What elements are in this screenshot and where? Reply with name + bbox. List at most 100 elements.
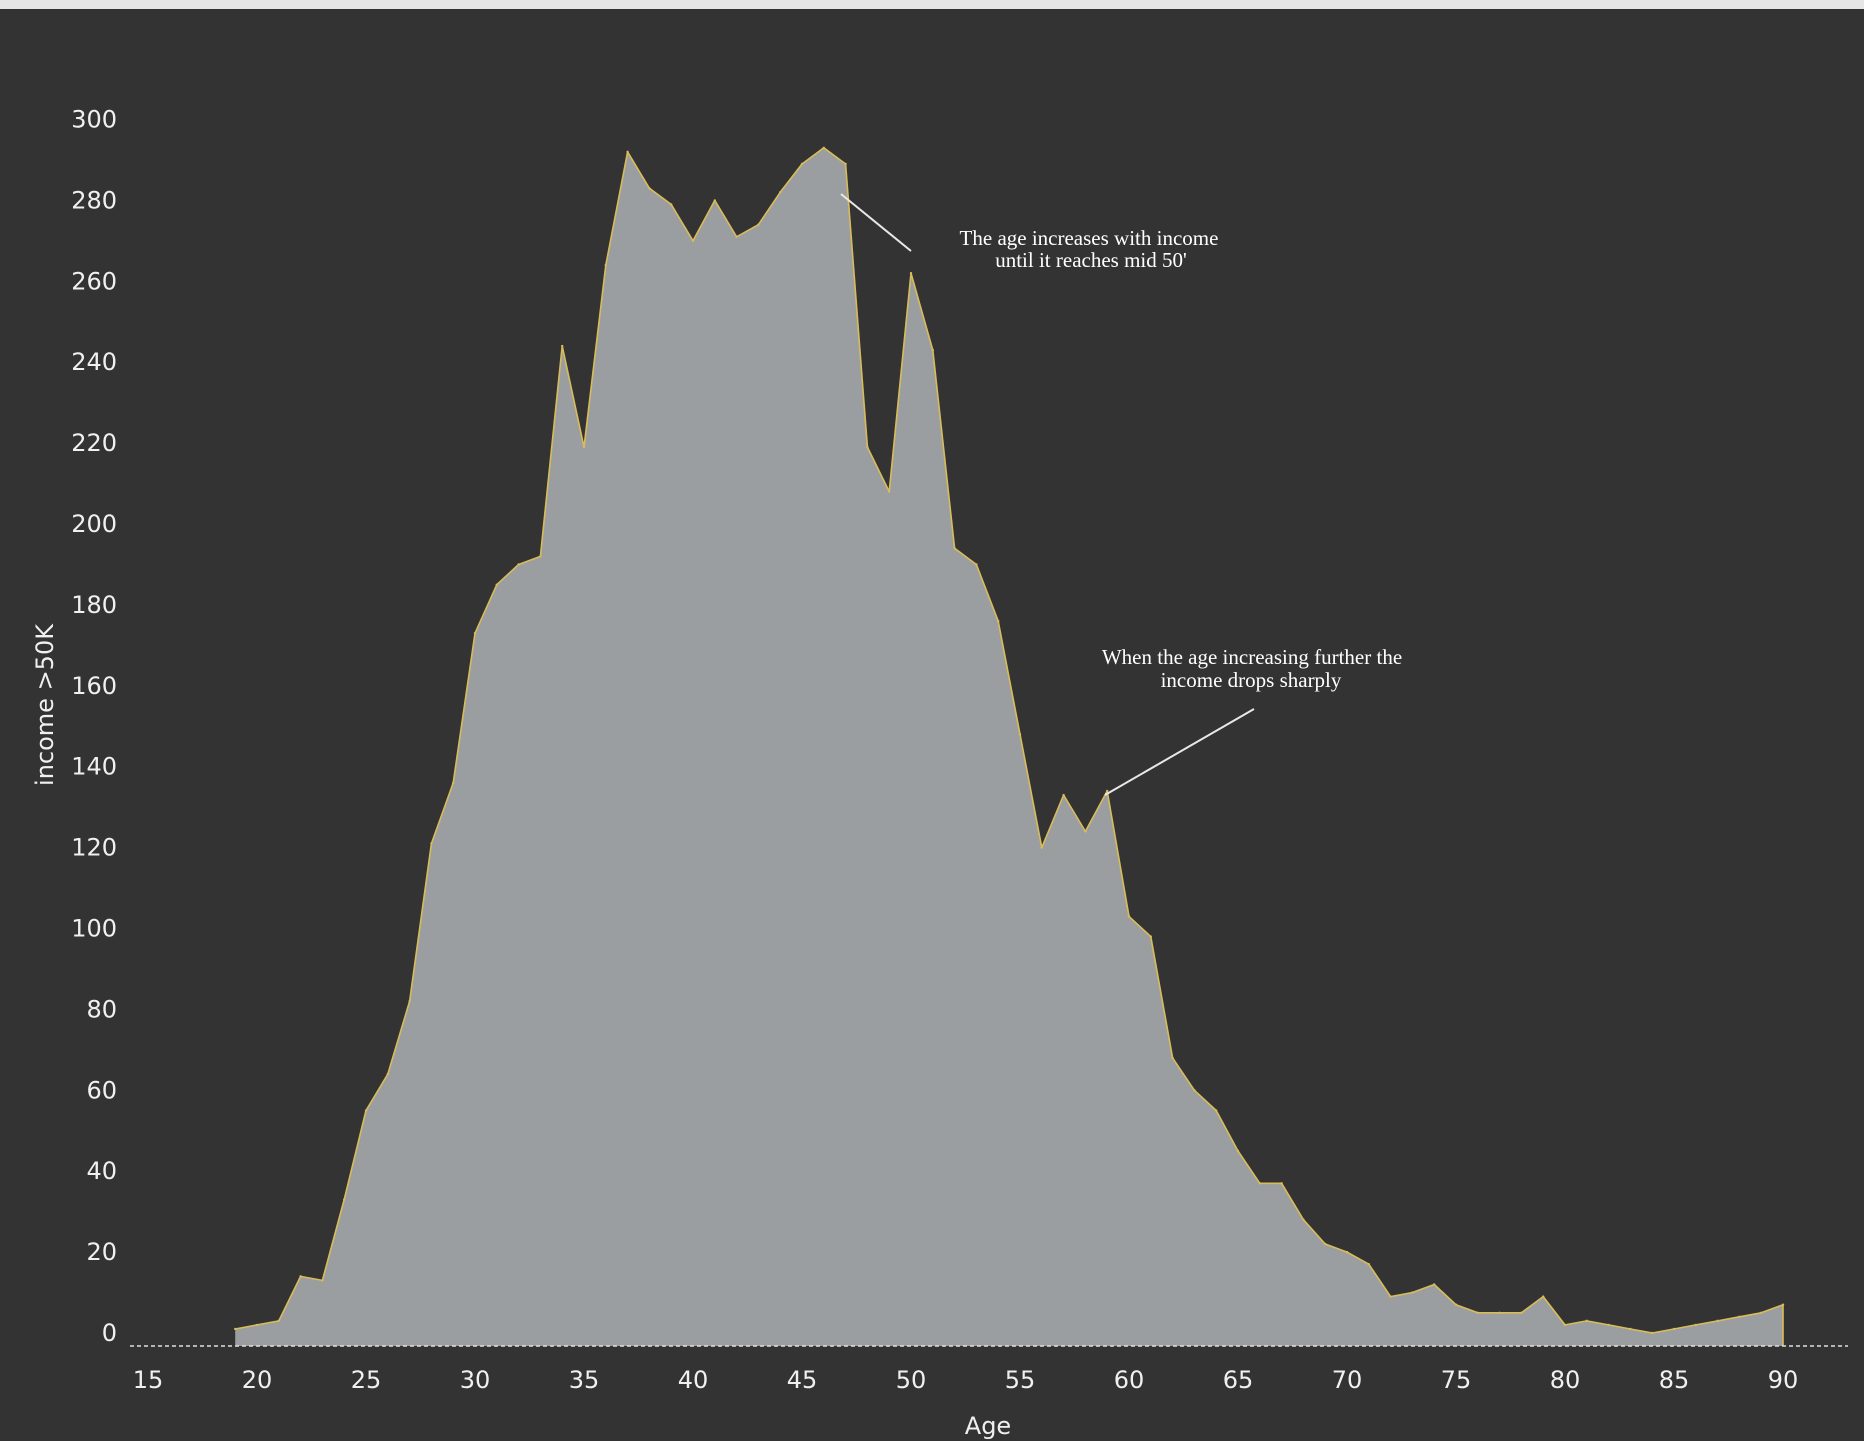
y-axis-title: income >50K	[31, 623, 59, 786]
y-tick-label: 260	[71, 267, 117, 295]
data-point	[648, 187, 651, 190]
data-point	[1149, 935, 1153, 938]
annotation-1-line-2: until it reaches mid 50'	[995, 248, 1187, 272]
data-point	[1563, 1323, 1567, 1327]
data-point	[1324, 1242, 1327, 1246]
y-tick-label: 20	[86, 1238, 117, 1266]
data-point	[1542, 1295, 1545, 1298]
data-point	[277, 1319, 280, 1323]
data-point	[1651, 1331, 1654, 1335]
x-tick-label: 20	[242, 1366, 273, 1394]
data-point	[866, 445, 869, 449]
y-tick-label: 120	[71, 834, 117, 862]
data-point	[691, 239, 695, 243]
data-point	[539, 555, 542, 558]
data-point	[408, 1000, 411, 1003]
y-tick-label: 300	[71, 106, 117, 134]
data-point	[234, 1327, 237, 1331]
annotation-1-pointer	[840, 193, 912, 252]
data-point	[1411, 1291, 1414, 1294]
x-tick-label: 35	[569, 1366, 600, 1394]
data-point	[735, 235, 738, 239]
data-point	[1629, 1327, 1632, 1331]
data-point	[1607, 1323, 1610, 1327]
y-tick-label: 100	[71, 915, 117, 943]
data-point	[1127, 915, 1131, 918]
data-point	[1280, 1182, 1283, 1185]
data-point	[1520, 1311, 1523, 1314]
y-axis-tick-labels: 0 20 40 60 80 100 120 140 160 180 200 220 240 260 280 3…	[71, 106, 117, 1348]
data-point	[1215, 1109, 1218, 1112]
data-point	[1694, 1323, 1698, 1327]
data-point	[430, 842, 433, 845]
x-tick-label: 55	[1005, 1366, 1036, 1394]
data-point	[1018, 733, 1022, 736]
data-point	[909, 272, 913, 275]
y-tick-label: 80	[86, 995, 117, 1023]
annotation-2-line-2: income drops sharply	[1161, 668, 1342, 692]
data-point	[1040, 846, 1044, 849]
data-point	[321, 1279, 324, 1282]
data-point	[1389, 1295, 1392, 1298]
data-point	[299, 1275, 302, 1278]
data-point	[888, 490, 891, 493]
data-point	[953, 547, 956, 550]
data-point	[1171, 1056, 1174, 1060]
y-tick-label: 220	[71, 429, 117, 457]
data-point	[1302, 1218, 1305, 1221]
x-tick-label: 80	[1550, 1366, 1581, 1394]
y-tick-label: 240	[71, 348, 117, 376]
data-point	[1193, 1089, 1196, 1092]
data-point	[1672, 1327, 1676, 1331]
data-point	[931, 348, 934, 352]
x-tick-label: 15	[133, 1366, 164, 1394]
data-point	[1716, 1319, 1719, 1323]
data-point	[1476, 1311, 1480, 1314]
data-point	[1345, 1250, 1349, 1254]
y-tick-label: 200	[71, 510, 117, 538]
data-point	[713, 199, 716, 202]
y-tick-label: 140	[71, 753, 117, 781]
data-point	[626, 150, 629, 154]
data-point	[364, 1109, 368, 1112]
y-tick-label: 40	[86, 1157, 117, 1185]
data-point	[255, 1323, 259, 1327]
data-point	[1454, 1303, 1458, 1306]
x-tick-label: 60	[1114, 1366, 1145, 1394]
data-point	[386, 1072, 389, 1076]
annotation-2: When the age increasing further the inco…	[1102, 645, 1402, 796]
x-tick-label: 50	[896, 1366, 927, 1394]
x-tick-label: 25	[351, 1366, 382, 1394]
data-point	[452, 781, 455, 785]
data-point	[975, 563, 978, 566]
data-point	[757, 223, 760, 226]
top-border	[0, 0, 1864, 9]
data-point	[582, 445, 586, 449]
data-point	[1367, 1263, 1371, 1266]
data-point	[1738, 1315, 1741, 1319]
data-point	[1106, 789, 1109, 793]
data-point	[1585, 1319, 1589, 1323]
data-point	[670, 203, 673, 206]
x-tick-label: 30	[460, 1366, 491, 1394]
x-tick-label: 85	[1659, 1366, 1690, 1394]
y-tick-label: 0	[102, 1319, 117, 1347]
x-tick-label: 75	[1441, 1366, 1472, 1394]
data-points	[234, 146, 1785, 1335]
data-point	[561, 344, 564, 348]
x-axis-tick-labels: 15 20 25 30 35 40 45 50 55 60 65 70 75 80 85 90	[133, 1366, 1799, 1394]
data-point	[1781, 1303, 1785, 1306]
y-tick-label: 60	[86, 1076, 117, 1104]
annotation-2-line-1: When the age increasing further the	[1102, 645, 1402, 669]
data-point	[1433, 1283, 1436, 1286]
data-point	[779, 191, 782, 194]
data-point	[1084, 830, 1087, 833]
x-axis-title: Age	[965, 1412, 1011, 1440]
annotation-2-pointer	[1104, 708, 1255, 796]
y-tick-label: 180	[71, 591, 117, 619]
data-point	[1498, 1311, 1501, 1314]
x-tick-label: 40	[678, 1366, 709, 1394]
x-tick-label: 90	[1768, 1366, 1799, 1394]
data-point	[997, 619, 1000, 623]
